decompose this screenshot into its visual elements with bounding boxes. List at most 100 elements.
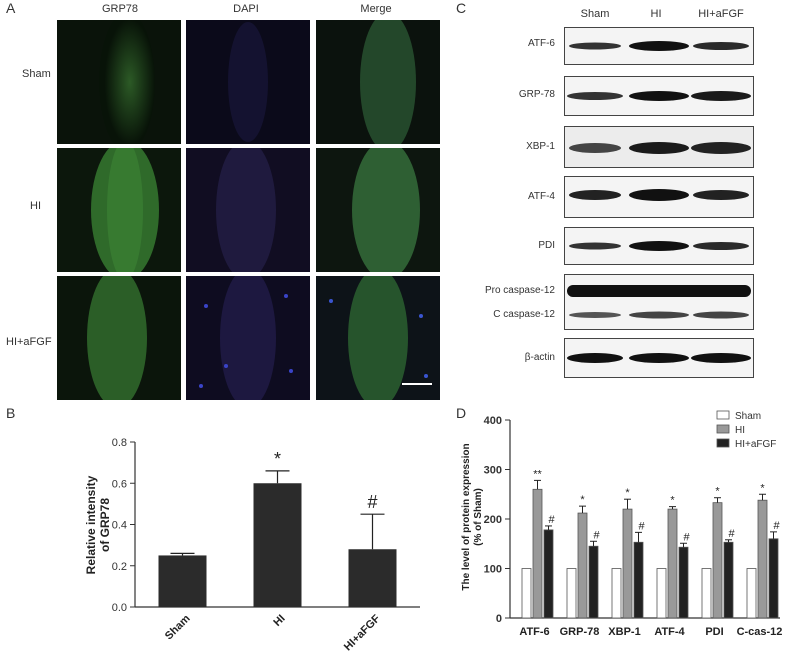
significance-mark: # <box>638 520 645 532</box>
legend-label: Sham <box>735 411 761 422</box>
y-tick-label: 0.8 <box>112 437 127 449</box>
blot-caspase12 <box>564 274 754 330</box>
bar-sham-pdi <box>701 568 712 619</box>
bar-hi-c-cas-12 <box>757 499 768 619</box>
blot-label-pdi: PDI <box>538 240 555 251</box>
x-tick-label: XBP-1 <box>608 626 640 638</box>
blot-column-hi: HI <box>650 8 662 20</box>
bar-sham-grp-78 <box>566 568 577 619</box>
blot-label-pro-caspase12: Pro caspase-12 <box>484 285 555 296</box>
bar-sham-atf-4 <box>656 568 667 619</box>
legend-swatch <box>716 438 730 448</box>
blot-label-atf6: ATF-6 <box>527 38 555 49</box>
bar-hi-pdi <box>712 502 723 619</box>
significance-mark: # <box>683 531 690 543</box>
row-label-sham: Sham <box>22 68 51 80</box>
y-tick-label: 400 <box>484 415 502 427</box>
significance-mark: # <box>593 529 600 541</box>
blot-label-beta-actin: β-actin <box>524 352 555 363</box>
bar-sham-xbp-1 <box>611 568 622 619</box>
chart-b-grp78-intensity: 0.0 0.2 0.4 0.6 0.8 Relative intensityof GRP7… <box>84 437 420 653</box>
column-label-dapi: DAPI <box>233 3 259 15</box>
y-axis-title-line2: (% of Sham) <box>473 488 484 546</box>
bar-hi-afgf-atf-4 <box>678 546 689 619</box>
micrograph-hi-afgf-grp78 <box>57 276 181 400</box>
significance-mark: * <box>274 449 281 469</box>
bar-sham-atf-6 <box>521 568 532 619</box>
significance-mark: # <box>773 520 780 532</box>
significance-mark: * <box>580 494 585 506</box>
blot-label-atf4: ATF-4 <box>527 191 555 202</box>
x-tick-label: HI <box>271 613 287 629</box>
y-tick-label: 100 <box>484 564 502 576</box>
micrograph-hi-grp78 <box>57 148 181 272</box>
x-tick-label: PDI <box>705 626 723 638</box>
x-tick-label: ATF-6 <box>519 626 549 638</box>
blot-atf6 <box>564 27 754 65</box>
column-label-grp78: GRP78 <box>101 3 139 15</box>
significance-mark: # <box>367 492 377 512</box>
legend-swatch <box>716 424 730 434</box>
y-axis-title-line2: of GRP78 <box>98 498 112 552</box>
significance-mark: ** <box>533 468 542 480</box>
y-tick-label: 0 <box>496 613 502 625</box>
micrograph-sham-dapi <box>186 20 310 144</box>
bar-hi-afgf-grp-78 <box>588 545 599 619</box>
bar-hi-grp-78 <box>577 512 588 619</box>
micrograph-hi-afgf-dapi <box>186 276 310 400</box>
blot-atf4 <box>564 176 754 218</box>
bar-hi-afgf-xbp-1 <box>633 541 644 619</box>
blot-pdi <box>564 227 754 265</box>
x-tick-label: HI+aFGF <box>342 612 383 653</box>
legend-label: HI+aFGF <box>735 439 776 450</box>
x-tick-label: Sham <box>163 612 193 642</box>
y-tick-label: 0.4 <box>112 520 127 532</box>
legend-label: HI <box>735 425 745 436</box>
y-tick-label: 0.2 <box>112 561 127 573</box>
blot-grp78 <box>564 76 754 116</box>
x-tick-label: C-cas-12 <box>737 626 783 638</box>
significance-mark: * <box>715 486 720 498</box>
blot-xbp1 <box>564 126 754 168</box>
column-label-merge: Merge <box>360 3 392 15</box>
row-label-hi-afgf: HI+aFGF <box>6 336 52 348</box>
micrograph-sham-merge <box>316 20 440 144</box>
bar-sham <box>158 555 207 607</box>
significance-mark: * <box>760 482 765 494</box>
x-tick-label: ATF-4 <box>654 626 685 638</box>
significance-mark: * <box>670 495 675 507</box>
bar-hi-afgf-pdi <box>723 541 734 619</box>
bar-hi-afgf <box>348 549 397 607</box>
bar-hi <box>253 483 302 607</box>
panel-label-b: B <box>6 405 16 421</box>
y-tick-label: 0.0 <box>112 602 127 614</box>
blot-beta-actin <box>564 338 754 378</box>
y-axis-title-line1: Relative intensity <box>84 475 98 574</box>
significance-mark: # <box>548 514 555 526</box>
blot-column-hi-afgf: HI+aFGF <box>698 8 744 20</box>
bar-sham-c-cas-12 <box>746 568 757 619</box>
bar-hi-atf-4 <box>667 508 678 619</box>
micrograph-hi-dapi <box>186 148 310 272</box>
panel-label-d: D <box>456 405 467 421</box>
row-label-hi: HI <box>30 200 41 212</box>
y-tick-label: 300 <box>484 465 502 477</box>
micrograph-hi-merge <box>316 148 440 272</box>
bar-hi-xbp-1 <box>622 508 633 619</box>
y-axis-title: The level of protein expression(% of Sha… <box>461 443 484 590</box>
x-tick-label: GRP-78 <box>560 626 600 638</box>
significance-mark: # <box>728 528 735 540</box>
blot-label-grp78: GRP-78 <box>518 89 555 100</box>
panel-label-a: A <box>6 0 16 16</box>
significance-mark: * <box>625 487 630 499</box>
legend-swatch <box>716 410 730 420</box>
panel-label-c: C <box>456 0 467 16</box>
y-tick-label: 0.6 <box>112 478 127 490</box>
blot-label-c-caspase12: C caspase-12 <box>493 309 555 320</box>
blot-column-sham: Sham <box>580 8 610 20</box>
y-axis-title: Relative intensityof GRP78 <box>84 475 112 574</box>
micrograph-hi-afgf-merge <box>316 276 440 400</box>
blot-label-xbp1: XBP-1 <box>526 141 555 152</box>
micrograph-sham-grp78 <box>57 20 181 144</box>
y-tick-label: 200 <box>484 514 502 526</box>
